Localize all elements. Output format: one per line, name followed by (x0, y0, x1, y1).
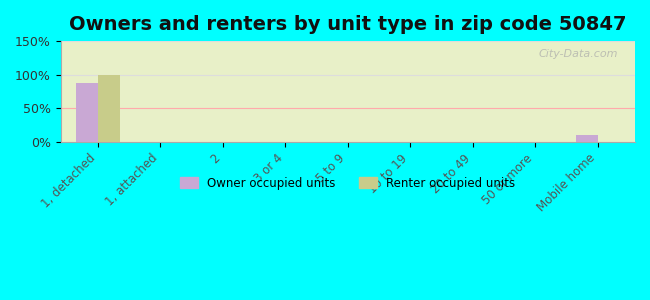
Text: City-Data.com: City-Data.com (538, 49, 617, 59)
Title: Owners and renters by unit type in zip code 50847: Owners and renters by unit type in zip c… (69, 15, 627, 34)
Bar (576, 135, 597, 142)
Legend: Owner occupied units, Renter occupied units: Owner occupied units, Renter occupied un… (176, 172, 520, 194)
Bar (76, 83, 98, 142)
Bar (98, 75, 120, 142)
